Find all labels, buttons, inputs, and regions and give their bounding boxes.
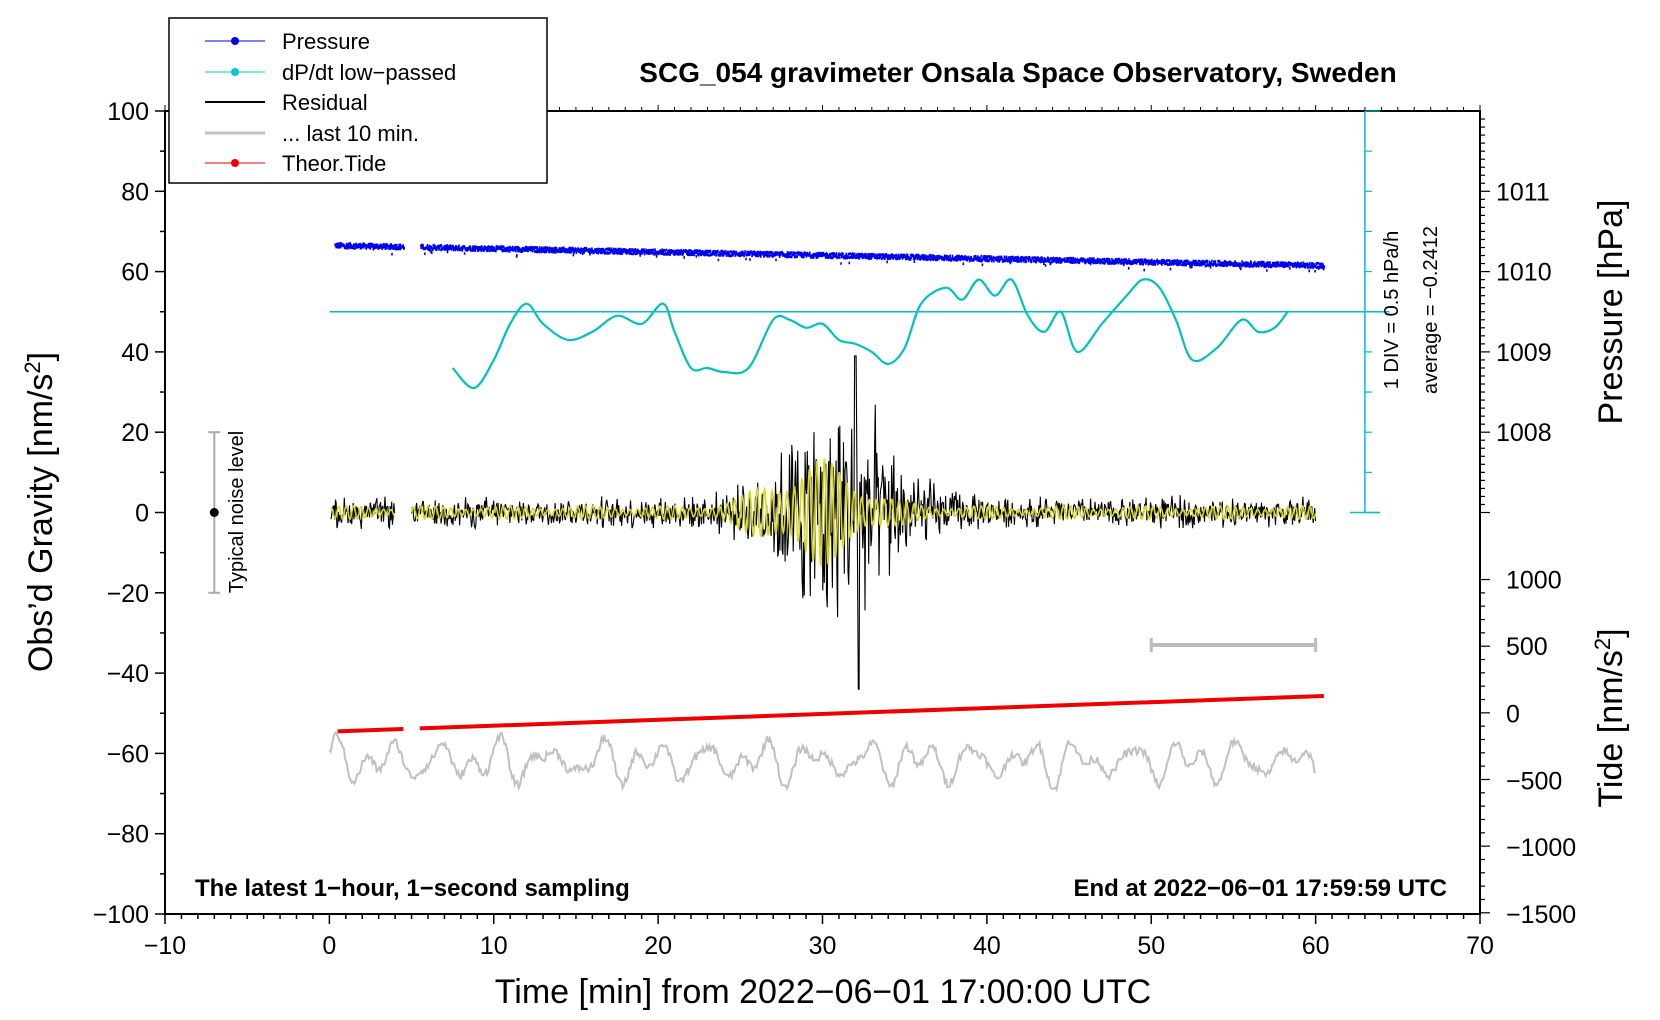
x-tick-label: 0 bbox=[322, 932, 336, 960]
y-tick-label-left: −100 bbox=[93, 901, 149, 929]
y-tick-label-left: 40 bbox=[121, 339, 149, 367]
x-tick-label: 50 bbox=[1137, 932, 1165, 960]
y-tick-label-pressure: 1009 bbox=[1496, 339, 1552, 367]
y-tick-label-tide: 500 bbox=[1506, 633, 1548, 661]
y-tick-label-left: 0 bbox=[135, 500, 149, 528]
noise-bar-center bbox=[209, 508, 219, 517]
legend-label-residual: Residual bbox=[282, 90, 368, 115]
x-tick-label: 70 bbox=[1466, 932, 1494, 960]
x-tick-label: 10 bbox=[480, 932, 508, 960]
legend-marker-pressure bbox=[231, 37, 239, 45]
legend-label-last10: ... last 10 min. bbox=[282, 121, 419, 146]
series-layer bbox=[208, 110, 1390, 793]
x-tick-label: 60 bbox=[1302, 932, 1330, 960]
last10-series-line bbox=[328, 730, 1317, 793]
legend-entry-dpdt: dP/dt low−passed bbox=[205, 60, 456, 85]
tide-series-line bbox=[419, 693, 1324, 731]
dpdt-series-line bbox=[451, 278, 1289, 390]
y-tick-label-tide: 1000 bbox=[1506, 567, 1562, 595]
legend-box bbox=[168, 17, 548, 184]
legend-entry-residual: Residual bbox=[205, 90, 368, 115]
y-tick-label-left: 60 bbox=[121, 259, 149, 287]
x-tick-label: 40 bbox=[973, 932, 1001, 960]
y-tick-label-tide: −1000 bbox=[1506, 834, 1576, 862]
noise-level-label: Typical noise level bbox=[226, 431, 248, 593]
y-tick-label-left: 20 bbox=[121, 419, 149, 447]
pressure-series-dots bbox=[334, 242, 1326, 273]
x-axis-title: Time [min] from 2022−06−01 17:00:00 UTC bbox=[495, 973, 1151, 1011]
legend-marker-dpdt bbox=[231, 68, 239, 76]
legend-label-dpdt: dP/dt low−passed bbox=[282, 60, 456, 85]
y-tick-label-left: −80 bbox=[107, 821, 149, 849]
footer-left: The latest 1−hour, 1−second sampling bbox=[195, 875, 630, 902]
y-axis-title-tide: Tide [nm/s2] bbox=[1590, 628, 1630, 807]
dpdt-average-label: average = −0.2412 bbox=[1420, 226, 1442, 394]
y-axis-title-pressure: Pressure [hPa] bbox=[1592, 200, 1630, 425]
axis-ticks: −10 0 10 20 30 40 50 60 70100806040200−20−40−60−… bbox=[93, 98, 1577, 960]
y-axis-title-left: Obs’d Gravity [nm/s2] bbox=[20, 352, 60, 672]
y-tick-label-left: −40 bbox=[107, 660, 149, 688]
y-tick-label-pressure: 1011 bbox=[1496, 178, 1550, 206]
y-tick-label-pressure: 1008 bbox=[1496, 419, 1552, 447]
legend-entry-tide: Theor.Tide bbox=[205, 151, 386, 176]
x-tick-label: −10 bbox=[144, 932, 186, 960]
y-tick-label-tide: −1500 bbox=[1506, 901, 1576, 929]
legend-entry-last10: ... last 10 min. bbox=[205, 121, 419, 146]
legend: Pressure dP/dt low−passed Residual ... l… bbox=[168, 17, 548, 184]
y-tick-label-tide: −500 bbox=[1506, 767, 1562, 795]
y-tick-label-left: −20 bbox=[107, 580, 149, 608]
y-tick-label-left: −60 bbox=[107, 740, 149, 768]
y-tick-label-tide: 0 bbox=[1506, 700, 1520, 728]
x-tick-label: 20 bbox=[644, 932, 672, 960]
tide-series-line bbox=[337, 726, 404, 734]
footer-right: End at 2022−06−01 17:59:59 UTC bbox=[1073, 875, 1447, 902]
legend-label-pressure: Pressure bbox=[282, 29, 370, 54]
lowpass-residual-line bbox=[330, 458, 1317, 568]
legend-marker-tide bbox=[231, 159, 239, 167]
legend-entry-pressure: Pressure bbox=[205, 29, 370, 54]
legend-label-tide: Theor.Tide bbox=[282, 151, 386, 176]
y-tick-label-left: 80 bbox=[121, 178, 149, 206]
y-tick-label-pressure: 1010 bbox=[1496, 259, 1552, 287]
dpdt-div-label: 1 DIV = 0.5 hPa/h bbox=[1381, 231, 1403, 389]
chart-title: SCG_054 gravimeter Onsala Space Observat… bbox=[639, 57, 1396, 88]
y-tick-label-left: 100 bbox=[107, 98, 149, 126]
x-tick-label: 30 bbox=[809, 932, 837, 960]
residual-series-line bbox=[330, 355, 1317, 690]
